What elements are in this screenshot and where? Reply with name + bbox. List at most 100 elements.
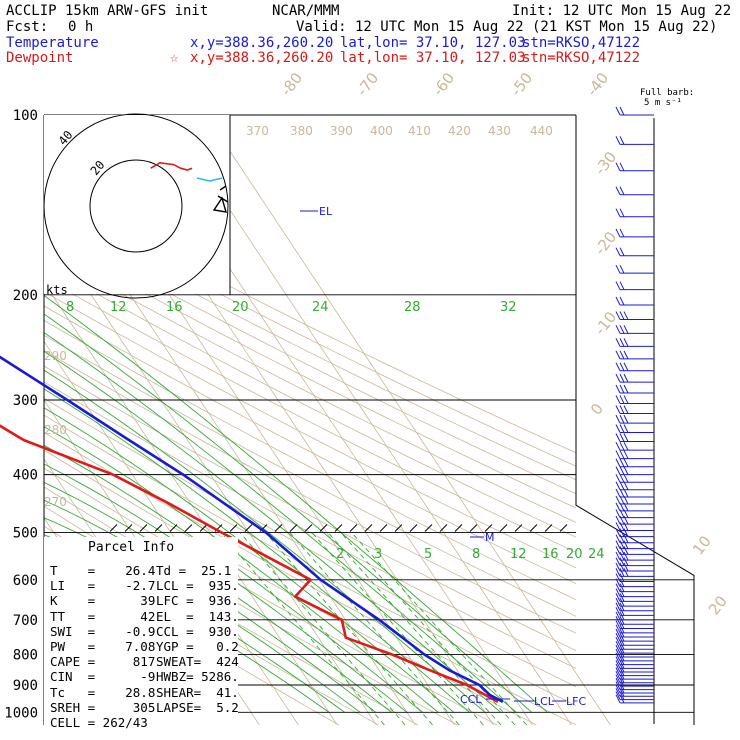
mixing-ratio-line [340, 532, 516, 725]
wind-barbs [615, 106, 655, 724]
wind-barb-flag [619, 636, 625, 646]
wind-barb-flag [615, 624, 621, 634]
wind-barb-flag [615, 433, 621, 442]
dry-adiabats [44, 187, 576, 725]
isotherm-label: 0 [587, 400, 607, 419]
frost-tick [559, 524, 568, 532]
wind-barb [615, 644, 654, 654]
wind-barb-flag [623, 515, 629, 525]
wind-barb-flag [619, 350, 625, 360]
wind-barb-flag [623, 540, 629, 549]
wind-barb-flag [619, 311, 625, 320]
wind-barb-flag [615, 281, 621, 290]
wind-barb-flag [619, 597, 625, 607]
wind-barb-flag [623, 311, 629, 320]
pressure-tick-label: 500 [13, 526, 38, 542]
wind-barb-flag [623, 495, 629, 505]
pressure-tick-label: 400 [13, 468, 38, 484]
parcel-row-left: SWI = -0.9 [50, 623, 156, 639]
wind-barb-flag [619, 670, 625, 680]
wind-barb-flag [619, 528, 625, 537]
wind-barb-flag [623, 441, 629, 451]
wind-barb [615, 656, 654, 666]
wind-barb-flag [619, 502, 625, 512]
wind-barb [615, 441, 654, 451]
wind-barb-flag [615, 474, 621, 483]
mixing-ratio-label: 8 [472, 547, 480, 562]
wind-barb-flag [615, 691, 621, 700]
wind-barb [615, 628, 654, 638]
parcel-row-right: Td = 25.1 [156, 563, 232, 578]
mixing-ratio-line [265, 532, 433, 725]
wind-barb-flag [619, 611, 625, 621]
frost-tick [109, 524, 118, 532]
wind-barb-flag [619, 338, 625, 347]
wind-barb [615, 515, 654, 525]
wind-barb-flag [615, 264, 621, 274]
dewpoint-curve [0, 424, 499, 703]
valid-time: Valid: 12 UTC Mon 15 Aug 22 (21 KST Mon … [296, 19, 718, 35]
wind-barb-flag [615, 373, 621, 383]
mixing-ratio-line [327, 532, 502, 725]
frost-tick [364, 524, 373, 532]
wind-barb [615, 573, 654, 583]
el-level-label: EL [319, 205, 333, 218]
isotherm-label: 10 [689, 532, 715, 558]
pressure-tick-label: 900 [13, 678, 38, 694]
dry-adiabat [44, 211, 576, 481]
wind-barb-flag [623, 509, 629, 518]
wind-barb-flag [619, 296, 625, 306]
theta-label: 290 [44, 349, 67, 363]
dry-adiabat [44, 449, 537, 725]
wind-barb-flag [615, 667, 621, 676]
wind-barb-flag [619, 593, 625, 602]
parcel-row-right: LCL = 935. [156, 578, 239, 594]
mixing-ratio-label: 20 [232, 300, 249, 315]
frost-tick [229, 524, 238, 532]
wind-barb-flag [619, 615, 625, 625]
wind-barb [615, 663, 654, 673]
parcel-row-right: CCL = 930. [156, 623, 239, 639]
frost-tick [499, 524, 508, 532]
wind-barb-flag [619, 515, 625, 525]
wind-barb-flag [615, 395, 621, 404]
barb-legend-line1: Full barb: [640, 88, 695, 98]
wind-barb-flag [615, 522, 621, 531]
wind-barb-flag [619, 414, 625, 424]
wind-barb-flag [623, 338, 629, 347]
frost-tick [184, 524, 193, 532]
dry-adiabat [44, 187, 576, 454]
theta-label: 400 [370, 124, 393, 138]
wind-barb-flag [615, 663, 621, 673]
wind-barb-flag [615, 296, 621, 306]
mixing-ratio-line [239, 532, 406, 725]
mixing-ratio-line [351, 532, 528, 725]
parcel-row-right: YGP = 0.2 [156, 639, 239, 654]
wind-barb-flag [619, 450, 625, 459]
wind-barb-flag [615, 502, 621, 512]
dry-adiabat [44, 334, 576, 617]
wind-barb [615, 611, 654, 621]
wind-barb-flag [615, 677, 621, 687]
dry-adiabat [44, 305, 576, 584]
mixing-ratio-label: 24 [312, 300, 329, 315]
wind-barb-flag [619, 667, 625, 676]
parcel-row-left: Tc = 28.8 [50, 684, 156, 700]
wind-barb [615, 466, 654, 476]
parcel-row-right: LFC = 936. [156, 593, 239, 609]
wind-barb-flag [619, 395, 625, 404]
wind-barb [615, 562, 654, 572]
wind-barb-flag [623, 522, 629, 531]
theta-label: 410 [408, 124, 431, 138]
wind-barb-flag [623, 350, 629, 360]
pressure-tick-label: 800 [13, 647, 38, 663]
wind-barb [615, 681, 654, 691]
wind-barb-flag [619, 624, 625, 634]
wind-barb-flag [615, 546, 621, 555]
frost-tick [274, 524, 283, 532]
wind-barb-flag [615, 660, 621, 669]
wind-barb-flag [615, 688, 621, 697]
wind-barb-flag [623, 384, 629, 394]
parcel-row-left: CELL = 262/43 [50, 715, 148, 730]
dry-adiabat [44, 397, 576, 688]
